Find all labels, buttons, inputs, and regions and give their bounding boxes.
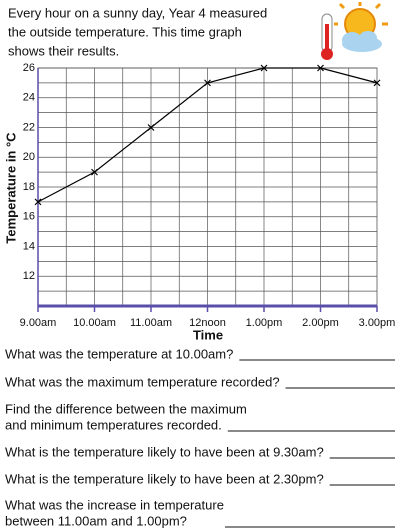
y-tick-label: 12 [23, 270, 35, 282]
point [260, 64, 268, 72]
question-text: What was the maximum temperature recorde… [5, 374, 280, 389]
question-text: What was the increase in temperature [5, 497, 224, 512]
intro-text: Every hour on a sunny day, Year 4 measur… [8, 5, 267, 20]
y-tick-label: 24 [23, 92, 35, 104]
weather-icon [321, 2, 388, 60]
x-tick-label: 12noon [189, 317, 226, 329]
intro-text: shows their results. [8, 43, 119, 58]
question-text: What is the temperature likely to have b… [5, 444, 324, 459]
point [373, 79, 381, 87]
y-tick-label: 20 [23, 151, 35, 163]
point [147, 124, 155, 131]
x-axis-label: Time [193, 327, 223, 342]
y-axis-label: Temperature in °C [3, 132, 18, 244]
x-tick-label: 1.00pm [246, 317, 283, 329]
x-tick-label: 9.00am [20, 317, 57, 329]
question-text: What was the temperature at 10.00am? [5, 346, 233, 361]
question-text: and minimum temperatures recorded. [5, 417, 222, 432]
y-tick-label: 26 [23, 62, 35, 74]
question-text: What is the temperature likely to have b… [5, 471, 324, 486]
x-tick-label: 3.00pm [359, 317, 396, 329]
y-tick-label: 16 [23, 211, 35, 223]
y-tick-label: 18 [23, 181, 35, 193]
y-tick-label: 14 [23, 240, 35, 252]
point [34, 198, 42, 206]
question-text: Find the difference between the maximum [5, 401, 247, 416]
point [317, 64, 324, 72]
intro-text: the outside temperature. This time graph [8, 24, 242, 39]
point [91, 168, 98, 176]
y-tick-label: 22 [23, 121, 35, 133]
x-tick-label: 2.00pm [302, 317, 339, 329]
point [204, 79, 211, 87]
x-tick-label: 11.00am [130, 317, 172, 329]
question-text: between 11.00am and 1.00pm? [5, 513, 187, 528]
x-tick-label: 10.00am [73, 317, 116, 329]
